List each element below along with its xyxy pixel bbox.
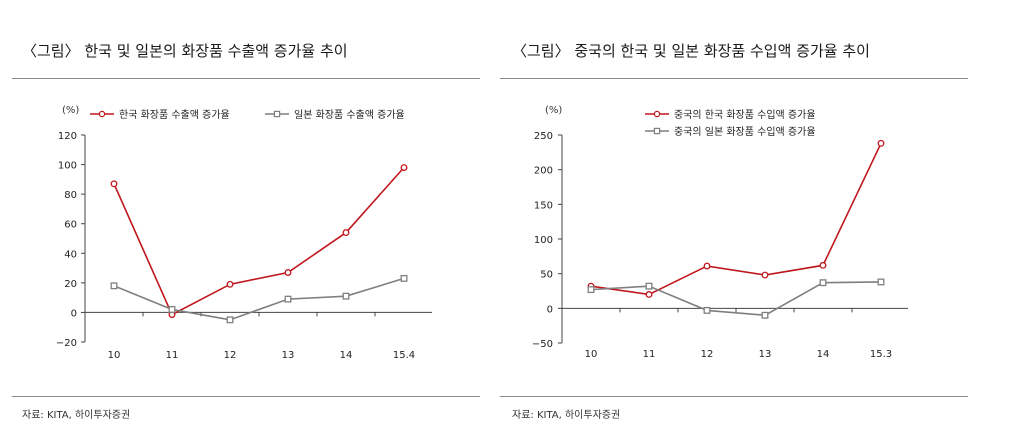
y-axis-unit: (%) (545, 105, 562, 116)
data-point-square (284, 295, 292, 303)
source-divider (500, 396, 968, 397)
chart-title: 〈그림〉 한국 및 일본의 화장품 수출액 증가율 추이 (22, 42, 348, 60)
data-point-square (587, 286, 595, 294)
y-tick-label: 120 (58, 131, 77, 142)
y-tick-label: 100 (534, 235, 553, 246)
legend-marker-square (273, 110, 281, 118)
x-tick-label: 14 (817, 349, 830, 360)
y-tick-label: 50 (540, 270, 553, 281)
y-tick-label: 40 (64, 249, 77, 260)
y-tick-label: 80 (64, 190, 77, 201)
data-point-square (226, 316, 234, 324)
y-axis-unit: (%) (62, 105, 79, 116)
source-divider (12, 396, 480, 397)
left-chart-panel: 〈그림〉 한국 및 일본의 화장품 수출액 증가율 추이 (%) −20 0 20 40… (0, 0, 490, 429)
data-point-circle (819, 261, 827, 269)
y-tick-label: 200 (534, 166, 553, 177)
data-point-circle (284, 269, 292, 276)
data-point-square (110, 282, 118, 290)
x-tick-label: 12 (701, 349, 714, 360)
y-tick-label: 250 (534, 131, 553, 142)
data-point-circle (400, 164, 408, 171)
data-point-circle (703, 262, 711, 270)
y-tick-label: −20 (56, 338, 77, 349)
china-import-growth-chart: (%) −50 0 50 100 150 200 250 10 11 12 13 14 15.3 중국의 한… (532, 105, 908, 360)
legend-label: 중국의 한국 화장품 수입액 증가율 (674, 108, 816, 121)
data-point-square (819, 279, 827, 287)
title-divider (12, 78, 480, 79)
x-tick-label: 13 (759, 349, 772, 360)
source-note: 자료: KITA, 하이투자증권 (512, 410, 621, 421)
data-point-square (877, 278, 885, 286)
y-tick-label: 0 (547, 304, 553, 315)
data-point-circle (645, 291, 653, 298)
x-tick-label: 14 (340, 350, 353, 361)
x-tick-label: 10 (585, 349, 598, 360)
series-line (113, 277, 405, 321)
legend-label: 한국 화장품 수출액 증가율 (119, 109, 230, 121)
y-tick-label: 60 (64, 220, 77, 231)
legend-marker-square (653, 127, 661, 135)
data-point-square (342, 292, 350, 300)
data-point-square (703, 306, 711, 314)
data-point-circle (342, 229, 350, 237)
data-point-square (645, 282, 653, 290)
y-tick-label: −50 (532, 339, 553, 350)
x-tick-label: 12 (224, 350, 237, 361)
legend-label: 중국의 일본 화장품 수입액 증가율 (674, 125, 816, 138)
data-point-square (761, 311, 769, 319)
series-line (590, 281, 882, 317)
x-tick-label: 11 (166, 350, 179, 361)
title-divider (500, 78, 968, 79)
y-tick-label: 100 (58, 161, 77, 172)
data-point-circle (761, 271, 769, 279)
data-point-circle (877, 139, 885, 147)
x-tick-label: 15.4 (393, 350, 415, 361)
x-tick-label: 15.3 (870, 349, 892, 360)
y-tick-label: 20 (64, 279, 77, 290)
right-chart-panel: 〈그림〉 중국의 한국 및 일본 화장품 수입액 증가율 추이 (%) −50 0 5… (500, 0, 980, 429)
korea-japan-export-growth-chart: (%) −20 0 20 40 60 80 100 120 10 11 12 13 14 15.4 한국 화장… (56, 105, 432, 361)
legend-label: 일본 화장품 수출액 증가율 (294, 109, 405, 121)
legend-marker-circle (98, 110, 106, 118)
data-point-square (400, 274, 408, 282)
y-tick-label: 0 (71, 308, 77, 319)
x-tick-label: 13 (282, 350, 295, 361)
source-note: 자료: KITA, 하이투자증권 (22, 410, 131, 421)
x-tick-label: 10 (108, 350, 121, 361)
y-tick-label: 150 (534, 200, 553, 211)
series-line (590, 142, 882, 296)
x-tick-label: 11 (643, 349, 656, 360)
data-point-circle (226, 280, 234, 288)
data-point-square (168, 306, 176, 313)
series-line (113, 166, 405, 316)
chart-title: 〈그림〉 중국의 한국 및 일본 화장품 수입액 증가율 추이 (512, 42, 870, 60)
legend-marker-circle (653, 110, 661, 118)
data-point-circle (110, 180, 118, 188)
